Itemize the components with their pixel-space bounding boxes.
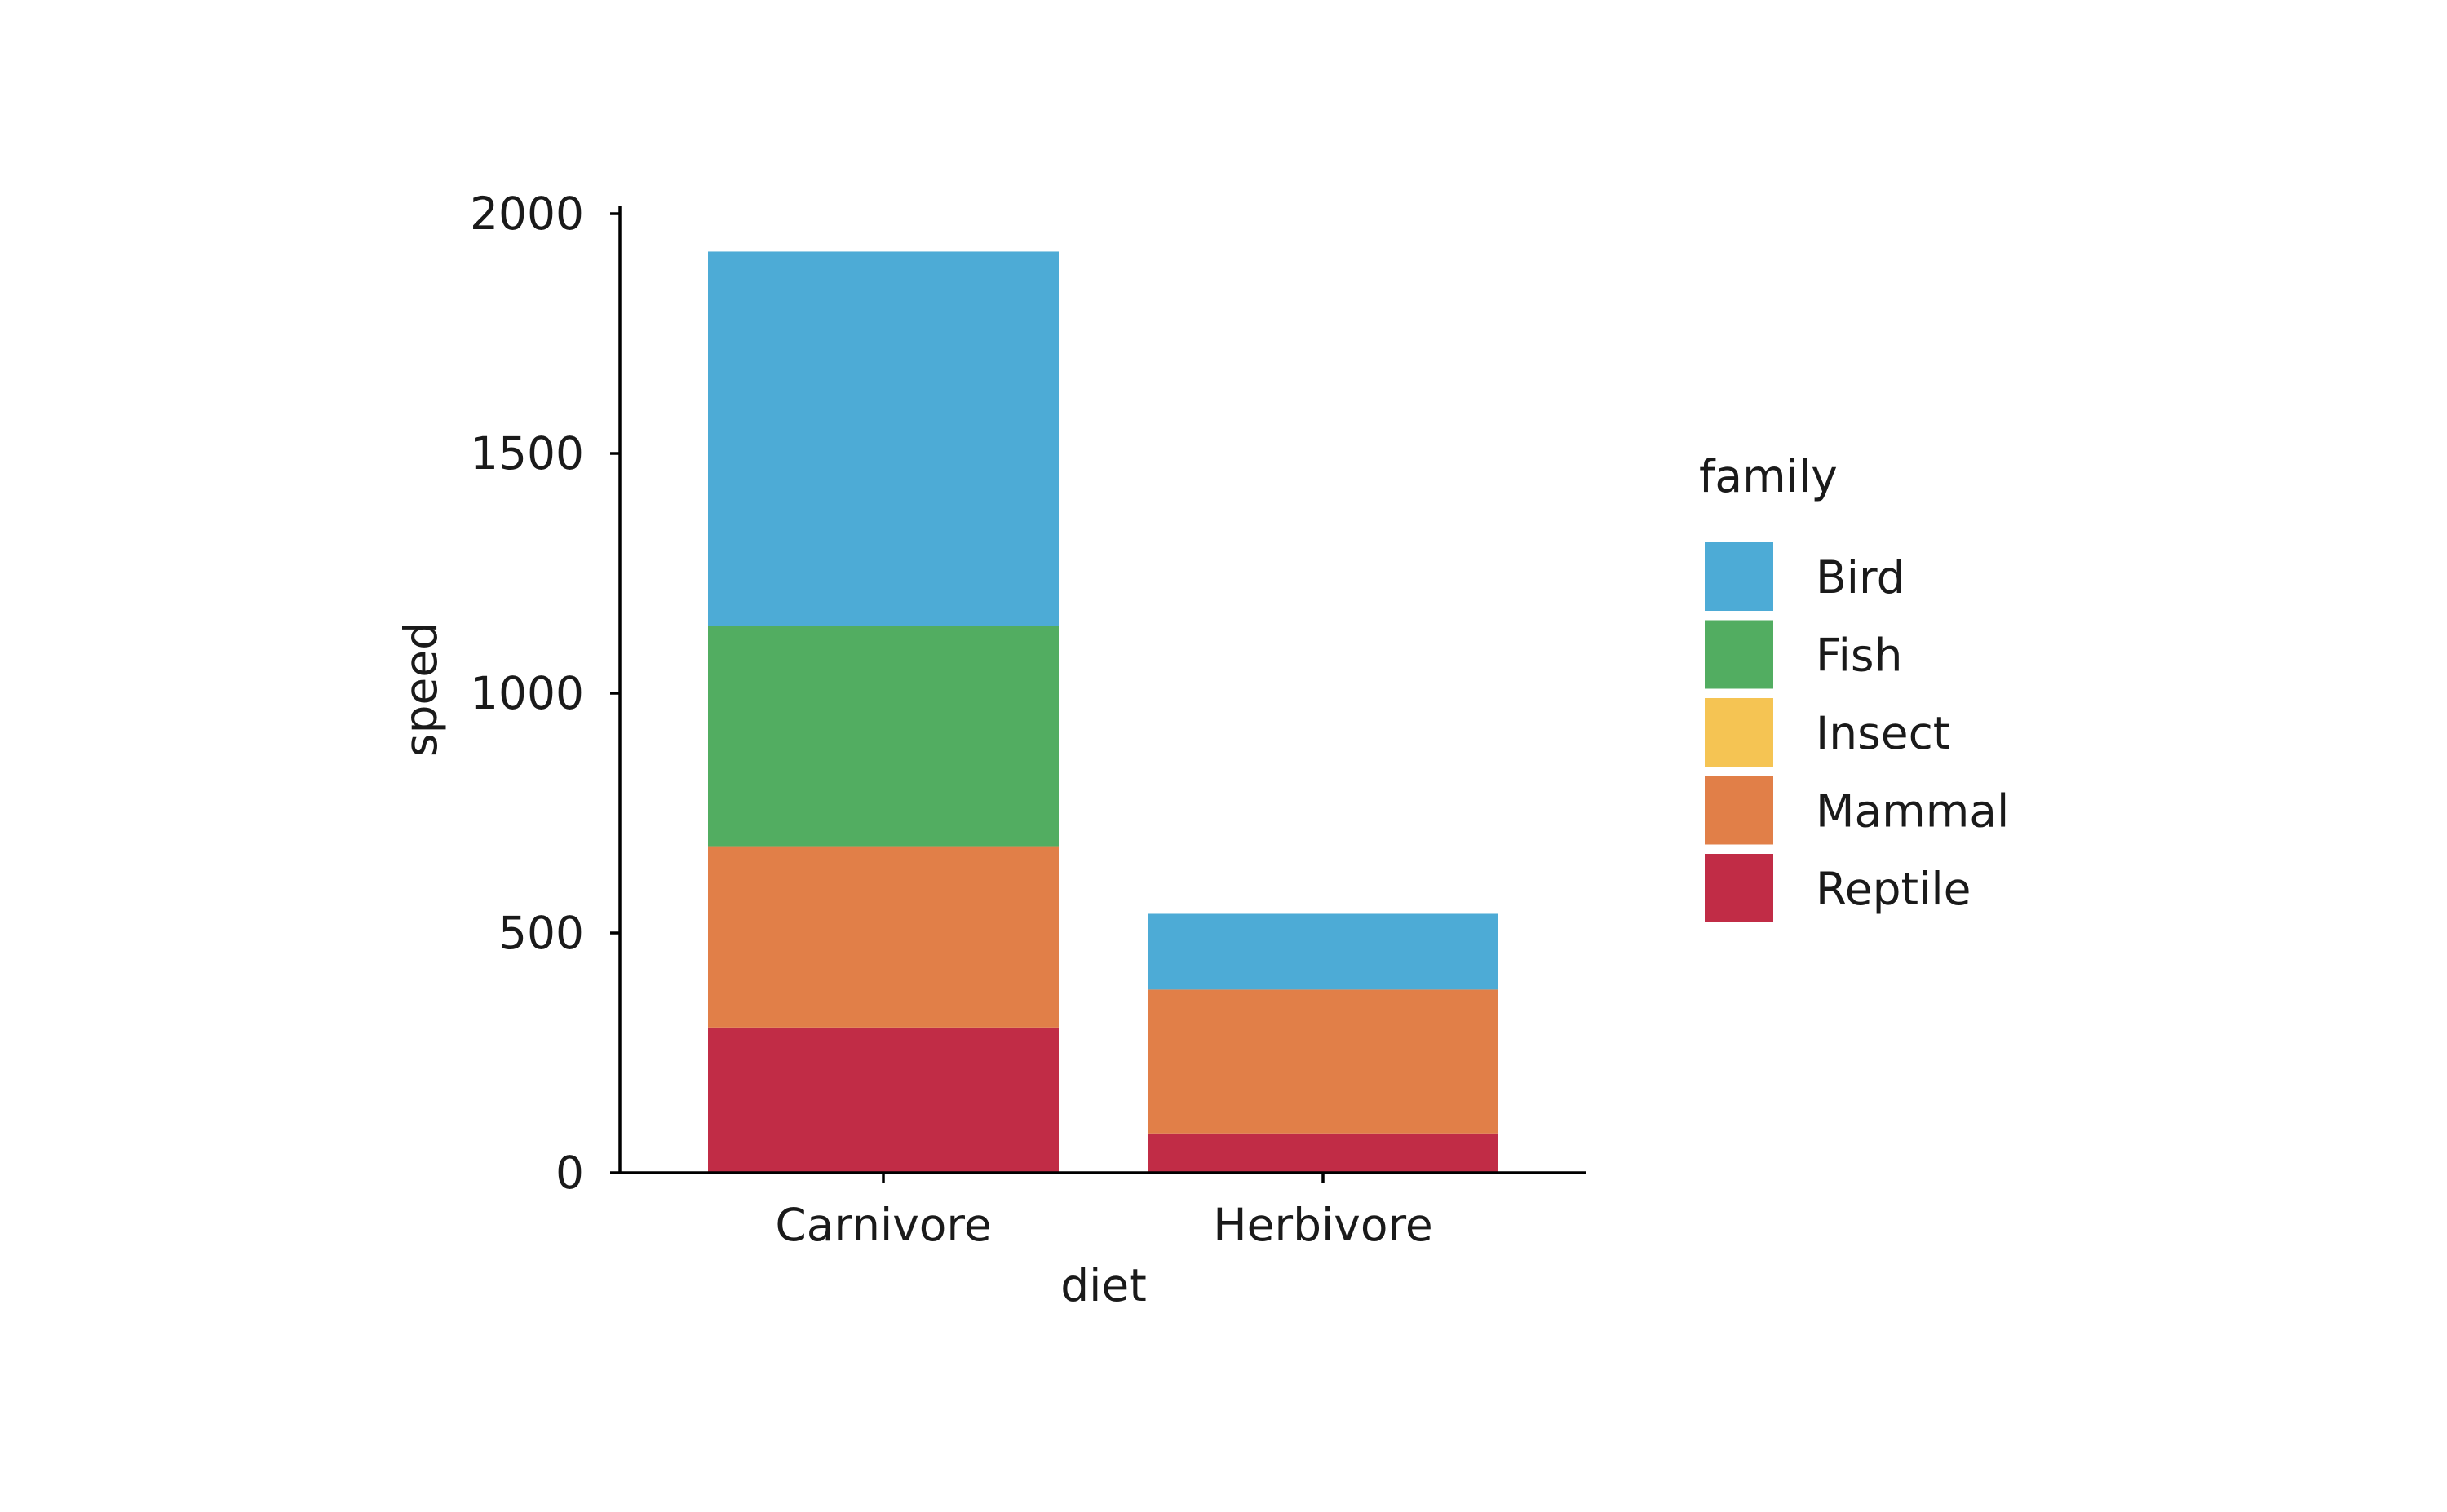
bars-group xyxy=(708,251,1498,1173)
y-tick-label: 1500 xyxy=(470,427,584,480)
legend-swatch-insect xyxy=(1705,698,1773,767)
y-tick-label: 1000 xyxy=(470,667,584,719)
bar-fish-carnivore xyxy=(708,626,1059,847)
axes-group xyxy=(618,206,1586,1174)
x-axis-title: diet xyxy=(1060,1259,1147,1311)
legend-label-reptile: Reptile xyxy=(1816,863,1971,915)
legend-label-mammal: Mammal xyxy=(1816,785,2009,838)
legend-label-bird: Bird xyxy=(1816,551,1905,603)
y-tick-label: 2000 xyxy=(470,188,584,240)
legend-label-fish: Fish xyxy=(1816,630,1902,682)
bar-mammal-carnivore xyxy=(708,846,1059,1028)
y-tick-label: 0 xyxy=(555,1147,584,1199)
bar-mammal-herbivore xyxy=(1148,989,1498,1134)
y-axis-title: speed xyxy=(395,621,447,757)
legend-swatch-bird xyxy=(1705,542,1773,611)
legend-title: family xyxy=(1699,450,1838,502)
legend-items: Bird Fish Insect Mammal Reptile xyxy=(1705,542,2009,922)
legend-swatch-reptile xyxy=(1705,854,1773,922)
x-ticks-group: Carnivore Herbivore xyxy=(775,1173,1433,1251)
y-ticks-group: 0 500 1000 1500 2000 xyxy=(470,188,620,1199)
legend-swatch-mammal xyxy=(1705,776,1773,845)
bar-bird-herbivore xyxy=(1148,913,1498,990)
bar-bird-carnivore xyxy=(708,251,1059,626)
legend-swatch-fish xyxy=(1705,620,1773,689)
bar-reptile-herbivore xyxy=(1148,1133,1498,1173)
x-tick-label-herbivore: Herbivore xyxy=(1213,1199,1432,1251)
y-tick-label: 500 xyxy=(498,907,584,959)
bar-reptile-carnivore xyxy=(708,1027,1059,1173)
legend-label-insect: Insect xyxy=(1816,707,1950,759)
legend: family Bird Fish Insect Mammal Reptile xyxy=(1699,450,2009,922)
x-tick-label-carnivore: Carnivore xyxy=(775,1199,991,1251)
